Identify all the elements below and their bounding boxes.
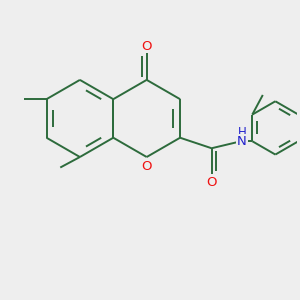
Text: N: N — [237, 135, 247, 148]
Text: O: O — [141, 160, 152, 172]
Text: O: O — [141, 40, 152, 53]
Text: H: H — [237, 126, 246, 139]
Text: O: O — [206, 176, 217, 189]
